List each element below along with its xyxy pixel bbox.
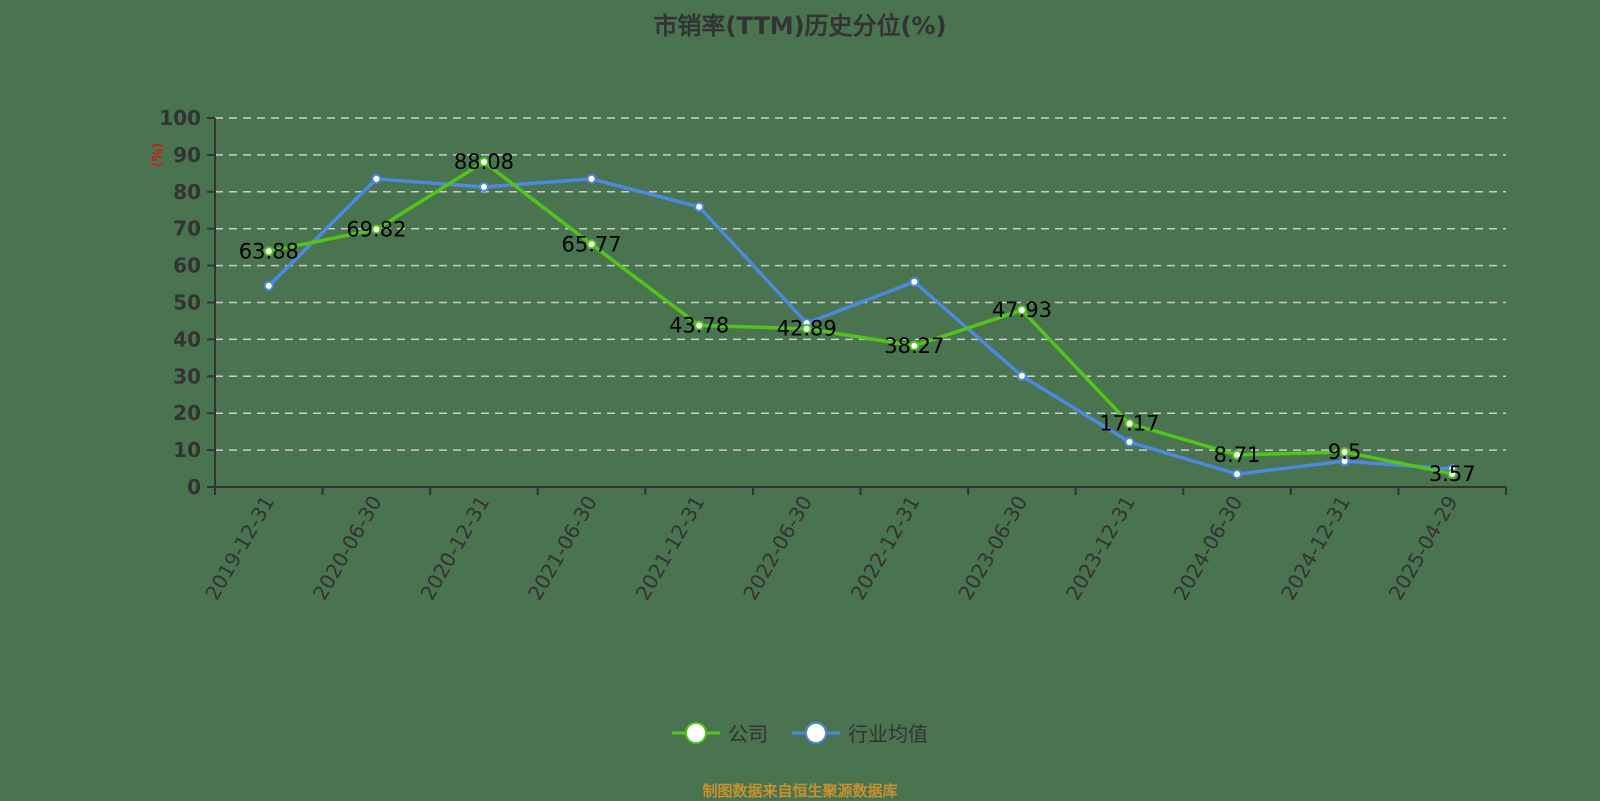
y-tick-label: 90 — [173, 143, 201, 167]
data-source-note: 制图数据来自恒生聚源数据库 — [702, 782, 898, 800]
data-point[interactable] — [586, 239, 597, 250]
y-tick-label: 60 — [173, 254, 201, 278]
series-line — [268, 160, 1453, 476]
x-tick-label: 2019-12-31 — [200, 492, 279, 605]
data-point[interactable] — [801, 323, 812, 334]
data-label: 47.93 — [992, 298, 1052, 322]
y-axis-unit-label: (%) — [150, 143, 166, 167]
legend-item-industry[interactable]: 行业均值 — [792, 718, 928, 747]
legend-marker-company-icon — [672, 721, 720, 744]
y-tick-label: 50 — [173, 291, 201, 315]
data-point[interactable] — [1447, 468, 1458, 479]
x-tick-label: 2021-12-31 — [631, 492, 710, 605]
data-point[interactable] — [1124, 436, 1135, 447]
y-tick-label: 100 — [159, 106, 201, 130]
data-label: 9.5 — [1328, 440, 1361, 464]
chart-title: 市销率(TTM)历史分位(%) — [653, 12, 947, 40]
data-label: 65.77 — [561, 232, 621, 256]
data-label: 88.08 — [454, 150, 514, 174]
data-point[interactable] — [586, 173, 597, 184]
legend-label-company: 公司 — [728, 722, 768, 746]
data-point[interactable] — [1339, 446, 1350, 457]
data-label: 43.78 — [669, 313, 729, 337]
x-tick-label: 2021-06-30 — [523, 492, 602, 605]
data-point[interactable] — [1339, 456, 1350, 467]
x-tick-label: 2022-06-30 — [738, 492, 817, 605]
legend-marker-industry-icon — [792, 721, 840, 744]
series-line — [267, 177, 1453, 476]
data-point[interactable] — [478, 182, 489, 193]
x-tick-label: 2023-12-31 — [1061, 492, 1140, 605]
x-tick-label: 2024-06-30 — [1168, 492, 1247, 605]
data-point[interactable] — [1016, 370, 1027, 381]
y-tick-label: 40 — [173, 327, 201, 351]
data-label: 69.82 — [346, 217, 406, 241]
legend-item-company[interactable]: 公司 — [672, 718, 768, 747]
y-tick-label: 0 — [187, 475, 201, 499]
x-tick-label: 2022-12-31 — [846, 492, 925, 605]
data-label: 8.71 — [1214, 443, 1261, 467]
data-point[interactable] — [694, 201, 705, 212]
data-point[interactable] — [263, 246, 274, 257]
data-point[interactable] — [1232, 469, 1243, 480]
data-label: 63.88 — [239, 239, 299, 263]
y-tick-label: 10 — [173, 438, 201, 462]
y-tick-label: 20 — [173, 401, 201, 425]
y-tick-label: 80 — [173, 180, 201, 204]
data-label: 38.27 — [884, 334, 944, 358]
x-tick-label: 2024-12-31 — [1276, 492, 1355, 605]
x-tick-label: 2023-06-30 — [953, 492, 1032, 605]
data-label: 42.89 — [777, 317, 837, 341]
y-tick-label: 30 — [173, 364, 201, 388]
data-point[interactable] — [694, 320, 705, 331]
data-point[interactable] — [909, 276, 920, 287]
data-point[interactable] — [371, 173, 382, 184]
data-point[interactable] — [1016, 305, 1027, 316]
data-point[interactable] — [478, 156, 489, 167]
legend-label-industry: 行业均值 — [848, 722, 928, 746]
data-point[interactable] — [371, 224, 382, 235]
data-label: 3.57 — [1429, 462, 1476, 486]
y-tick-label: 70 — [173, 217, 201, 241]
data-point[interactable] — [1232, 449, 1243, 460]
x-tick-label: 2025-04-29 — [1384, 492, 1463, 605]
data-label: 17.17 — [1099, 412, 1159, 436]
data-point[interactable] — [1124, 418, 1135, 429]
legend: 公司 行业均值 — [0, 718, 1600, 747]
data-point[interactable] — [909, 340, 920, 351]
x-tick-label: 2020-06-30 — [308, 492, 387, 605]
data-point[interactable] — [263, 280, 274, 291]
x-tick-label: 2020-12-31 — [415, 492, 494, 605]
